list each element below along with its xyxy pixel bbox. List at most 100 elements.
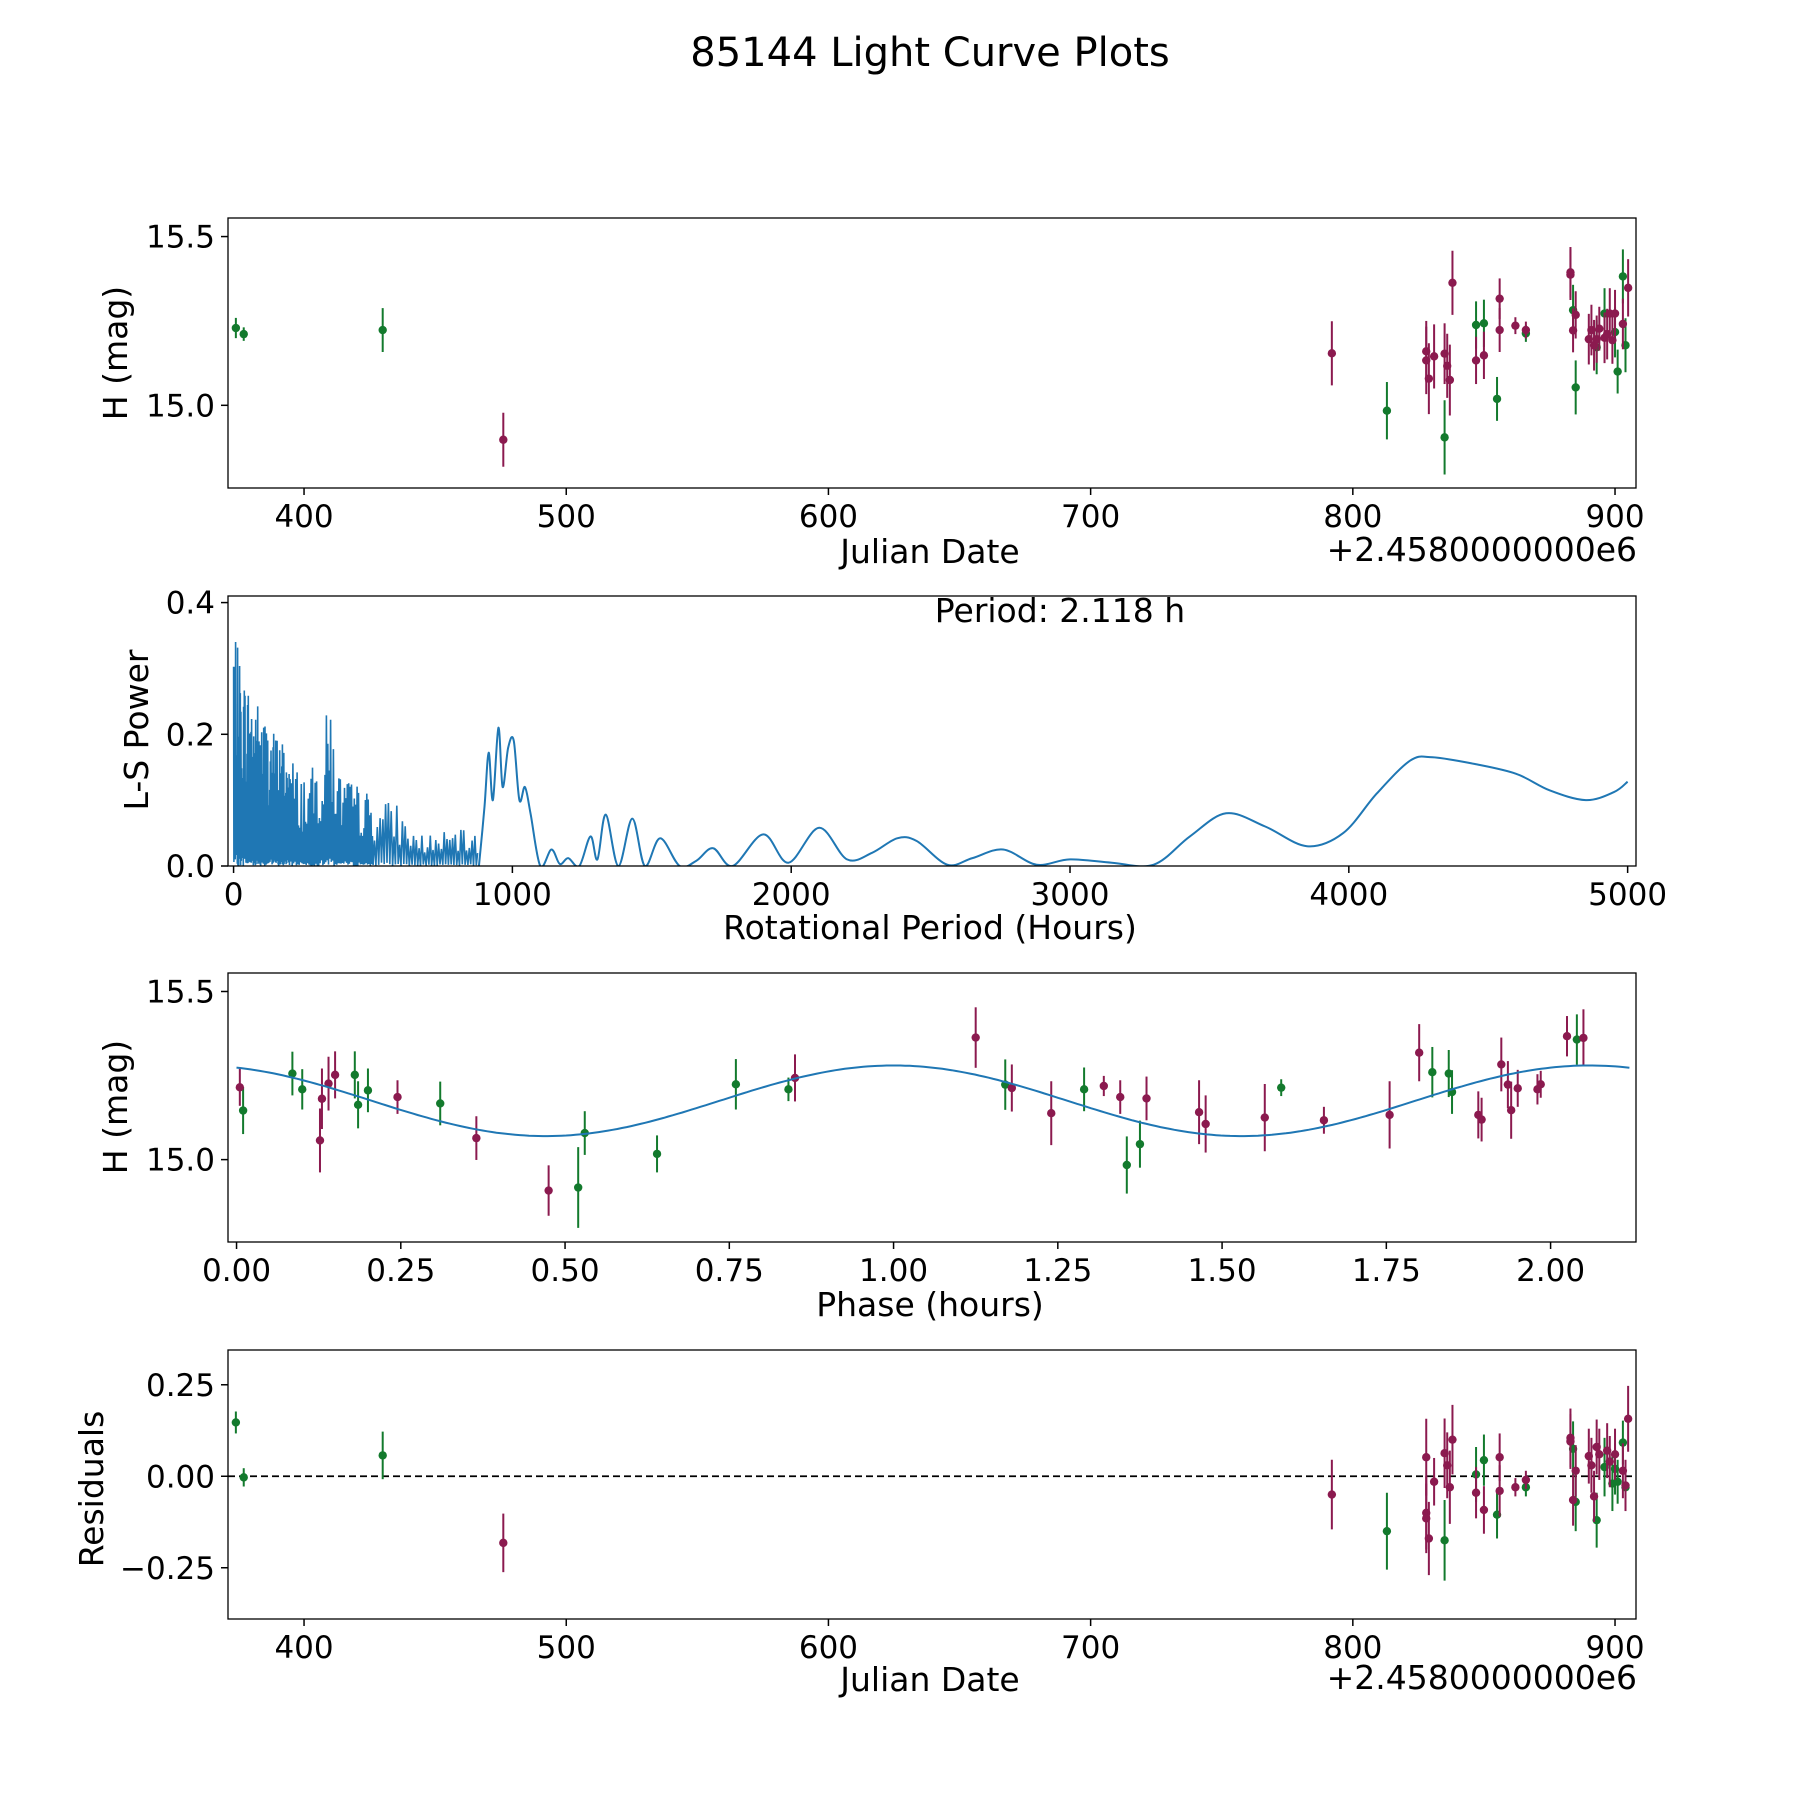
periodogram-panel: Rotational Period (Hours) L-S Power Peri… (117, 586, 1667, 947)
lightcurve-point (1479, 351, 1489, 360)
lightcurve-xtick-label: 700 (1061, 499, 1120, 535)
fit-curve (236, 1064, 1630, 1138)
phased-point (1319, 1116, 1329, 1125)
phased-point (652, 1149, 662, 1159)
phased-point (1007, 1083, 1017, 1093)
periodogram-ytick-label: 0.4 (166, 586, 215, 622)
periodogram-xtick-label: 4000 (1309, 877, 1388, 913)
phased-xtick-label: 1.50 (1188, 1253, 1257, 1289)
residuals-point (378, 1451, 387, 1460)
figure-title: 85144 Light Curve Plots (690, 30, 1169, 76)
residuals-point (1479, 1455, 1489, 1465)
phased-point (1572, 1035, 1582, 1044)
periodogram-ylabel: L-S Power (117, 649, 156, 810)
phased-point (1122, 1160, 1132, 1170)
period-annotation: Period: 2.118 h (935, 591, 1185, 630)
residuals-point (1440, 1536, 1449, 1545)
lightcurve-point (1327, 349, 1337, 358)
phased-xtick-label: 0.50 (531, 1253, 600, 1289)
residuals-ytick-label: 0.00 (146, 1459, 215, 1495)
lightcurve-point (1424, 374, 1434, 383)
residuals-point (1445, 1483, 1455, 1492)
phased-xtick-label: 0.25 (366, 1253, 435, 1289)
periodogram-xtick-label: 5000 (1588, 877, 1667, 913)
phased-xtick-label: 1.25 (1023, 1253, 1092, 1289)
residuals-point (1568, 1495, 1578, 1505)
phased-point (1194, 1108, 1204, 1117)
lightcurve-point (1471, 320, 1481, 330)
lightcurve-panel: Julian Date H (mag) +2.4580000000e6 400 5… (96, 217, 1645, 571)
lightcurve-point (1521, 325, 1531, 335)
lightcurve-point (1566, 270, 1575, 279)
periodogram-marks (232, 641, 1629, 866)
lightcurve-point (1492, 394, 1502, 404)
lightcurve-point (1429, 352, 1439, 361)
residuals-point (1511, 1483, 1520, 1492)
lightcurve-point (1608, 335, 1617, 345)
lightcurve-point (1618, 272, 1628, 281)
residuals-point (1448, 1435, 1457, 1444)
residuals-point (1587, 1461, 1596, 1470)
residuals-point (1623, 1414, 1633, 1424)
phased-xtick-label: 0.75 (695, 1253, 764, 1289)
residuals-point (1621, 1481, 1630, 1490)
phased-point (298, 1085, 307, 1094)
lightcurve-point (1571, 310, 1580, 320)
residuals-xtick-label: 600 (799, 1630, 858, 1666)
lightcurve-point (1445, 375, 1455, 385)
phased-point (1477, 1115, 1486, 1124)
residuals-point (239, 1473, 248, 1482)
residuals-point (1422, 1453, 1431, 1462)
residuals-xlabel: Julian Date (838, 1660, 1020, 1699)
phased-point (1260, 1113, 1269, 1122)
lightcurve-ytick-label: 15.0 (146, 388, 215, 424)
residuals-ytick-label: −0.25 (120, 1551, 215, 1587)
residuals-xtick-label: 800 (1323, 1630, 1382, 1666)
phased-point (235, 1083, 245, 1092)
lightcurve-xtick-label: 600 (799, 499, 858, 535)
residuals-point (1429, 1477, 1439, 1486)
lightcurve-point (1613, 367, 1622, 376)
phased-point (1414, 1048, 1424, 1057)
lightcurve-ytick-label: 15.5 (146, 220, 215, 256)
phased-point (1099, 1081, 1109, 1091)
lightcurve-point (1623, 283, 1633, 293)
phased-point (1506, 1105, 1516, 1115)
phased-point (544, 1186, 553, 1195)
phased-point (971, 1033, 980, 1042)
phased-xlabel: Phase (hours) (816, 1285, 1044, 1324)
periodogram-xtick-label: 3000 (1031, 877, 1110, 913)
phased-point (353, 1100, 363, 1110)
phased-xtick-label: 1.00 (859, 1253, 928, 1289)
residuals-point (1424, 1534, 1434, 1543)
lightcurve-point (1471, 356, 1481, 365)
phased-point (1428, 1067, 1437, 1077)
lightcurve-point (1440, 433, 1449, 442)
phased-xtick-label: 1.75 (1352, 1253, 1421, 1289)
phased-point (1503, 1080, 1513, 1089)
phased-ytick-label: 15.5 (146, 974, 215, 1010)
periodogram-xlabel: Rotational Period (Hours) (723, 908, 1137, 947)
residuals-point (1605, 1457, 1614, 1466)
lightcurve-frame (227, 217, 1637, 489)
lightcurve-point (1610, 309, 1620, 318)
periodogram-frame (227, 595, 1637, 867)
lightcurve-xtick-label: 900 (1585, 499, 1644, 535)
lightcurve-marks (231, 247, 1633, 475)
lightcurve-point (378, 325, 387, 335)
lightcurve-point (1382, 406, 1392, 415)
lightcurve-point (1571, 383, 1580, 392)
lightcurve-xlabel: Julian Date (838, 532, 1020, 571)
phased-point (1536, 1080, 1545, 1089)
residuals-point (1589, 1492, 1599, 1501)
lightcurve-point (1495, 294, 1504, 303)
phased-point (1116, 1092, 1125, 1102)
residuals-frame (227, 1349, 1637, 1620)
residuals-point (499, 1538, 508, 1548)
residuals-point (1495, 1453, 1504, 1462)
phased-point (784, 1085, 793, 1094)
phased-point (1201, 1119, 1210, 1129)
phased-point (1142, 1094, 1151, 1103)
phased-panel: Phase (hours) H (mag) 0.00 0.25 0.50 0.75 1.… (96, 972, 1637, 1324)
